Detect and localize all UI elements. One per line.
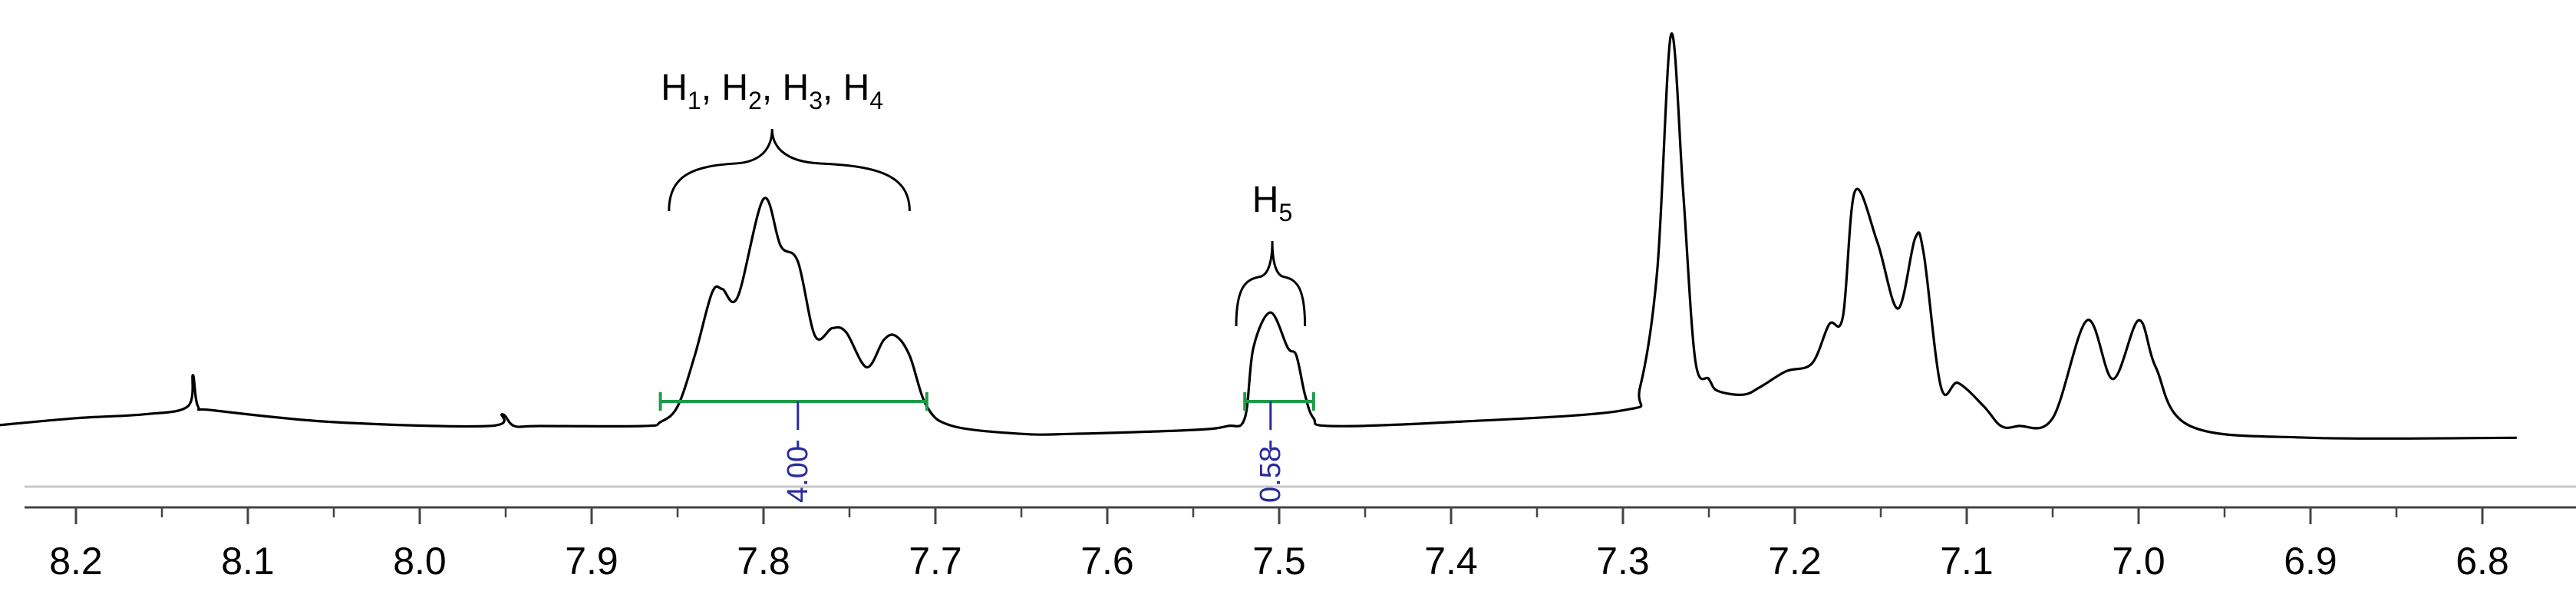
- x-axis-ticks: [74, 507, 2484, 524]
- annotation-brace: [668, 128, 911, 212]
- x-tick-label: 7.9: [565, 540, 618, 583]
- spectrum-line: [0, 32, 2517, 441]
- integral-group: 4.00 0.58: [658, 392, 1315, 503]
- x-axis-tick-labels: 8.2 8.1 8.0 7.9 7.8 7.7 7.6 7.5 7.4 7.3 7.2 7.1 7.0 6…: [49, 540, 2509, 583]
- annotation-labels: H1, H2, H3, H4 H5: [661, 68, 1292, 226]
- annotation-brace: [1235, 240, 1307, 327]
- x-tick-label: 8.1: [221, 540, 275, 583]
- x-tick-label: 6.8: [2456, 540, 2509, 583]
- x-tick-label: 7.7: [909, 540, 962, 583]
- x-tick-label: 7.2: [1768, 540, 1822, 583]
- x-tick-label: 7.0: [2112, 540, 2165, 583]
- x-tick-label: 6.9: [2284, 540, 2337, 583]
- x-tick-label: 8.0: [393, 540, 447, 583]
- x-tick-label: 7.3: [1596, 540, 1650, 583]
- x-tick-label: 7.4: [1424, 540, 1478, 583]
- x-tick-label: 7.1: [1940, 540, 1994, 583]
- x-tick-label: 7.8: [737, 540, 790, 583]
- annotation-brackets: [668, 128, 1307, 327]
- annotation-label: H1, H2, H3, H4: [661, 68, 883, 114]
- annotation-label: H5: [1252, 180, 1292, 226]
- integral-value-label: 4.00: [782, 446, 814, 503]
- x-tick-label: 8.2: [49, 540, 103, 583]
- integral-value-label: 0.58: [1255, 446, 1287, 503]
- x-tick-label: 7.5: [1252, 540, 1306, 583]
- x-tick-label: 7.6: [1080, 540, 1134, 583]
